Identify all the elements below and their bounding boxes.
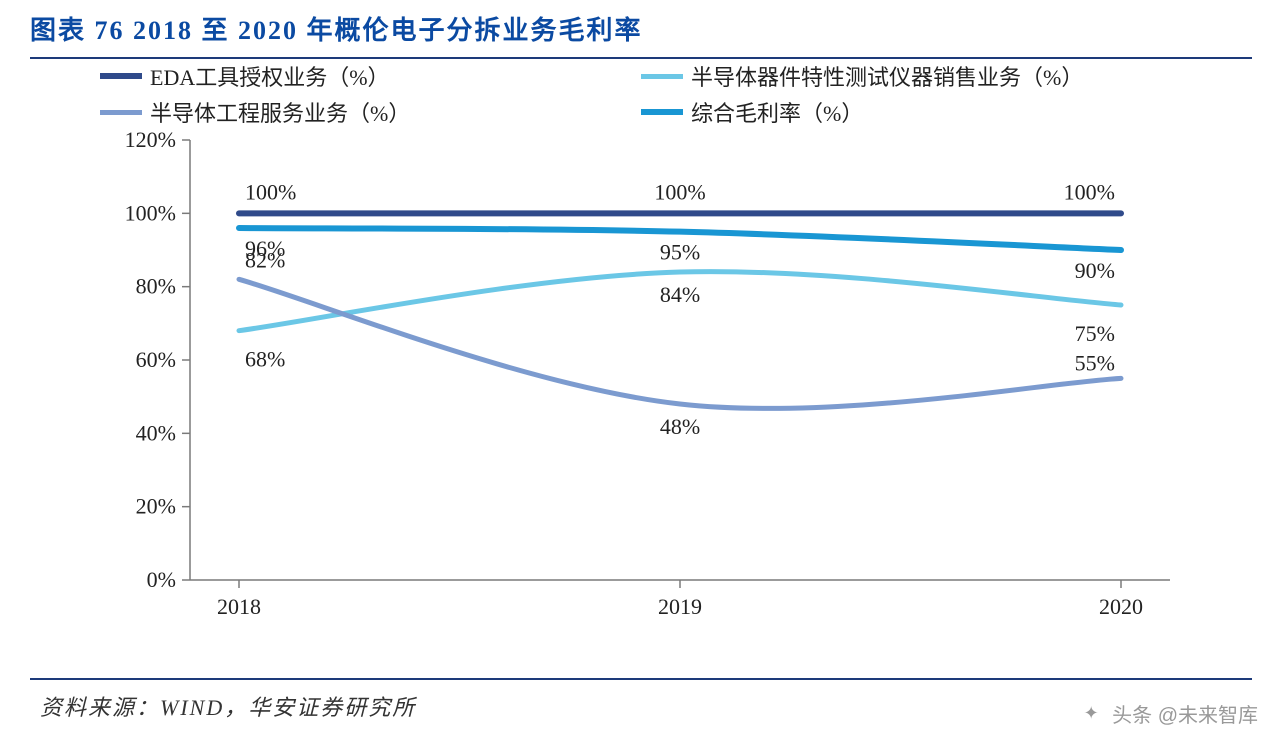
legend-label: 半导体工程服务业务（%） [150, 96, 410, 128]
legend-swatch [641, 109, 683, 115]
data-label: 55% [1075, 350, 1115, 375]
svg-text:40%: 40% [136, 420, 176, 445]
legend-label: 半导体器件特性测试仪器销售业务（%） [691, 60, 1083, 92]
chart-title: 图表 76 2018 至 2020 年概伦电子分拆业务毛利率 [30, 16, 643, 45]
data-label: 68% [245, 347, 285, 372]
data-label: 90% [1075, 258, 1115, 283]
svg-text:2020: 2020 [1099, 594, 1143, 619]
legend-swatch [100, 110, 142, 115]
data-label: 48% [660, 414, 700, 439]
data-label: 100% [654, 179, 705, 204]
legend-item: EDA工具授权业务（%） [100, 60, 641, 92]
svg-text:0%: 0% [147, 567, 176, 592]
svg-text:120%: 120% [125, 130, 176, 152]
legend-item: 半导体工程服务业务（%） [100, 96, 641, 128]
watermark-icon: ✦ [1078, 701, 1104, 727]
chart-container: { "title": { "text": "图表 76 2018 至 2020 … [0, 0, 1282, 746]
legend-label: EDA工具授权业务（%） [150, 60, 390, 92]
svg-text:20%: 20% [136, 494, 176, 519]
legend-item: 半导体器件特性测试仪器销售业务（%） [641, 60, 1182, 92]
svg-text:100%: 100% [125, 200, 176, 225]
data-label: 95% [660, 240, 700, 265]
legend: EDA工具授权业务（%） 半导体器件特性测试仪器销售业务（%） 半导体工程服务业务（… [100, 60, 1182, 128]
data-label: 84% [660, 282, 700, 307]
data-label: 82% [245, 247, 285, 272]
watermark-text: 头条 @未来智库 [1112, 699, 1258, 728]
legend-swatch [641, 74, 683, 79]
svg-text:80%: 80% [136, 274, 176, 299]
title-bar: 图表 76 2018 至 2020 年概伦电子分拆业务毛利率 [30, 10, 1252, 59]
legend-swatch [100, 73, 142, 79]
legend-item: 综合毛利率（%） [641, 96, 1182, 128]
watermark: ✦ 头条 @未来智库 [1078, 699, 1258, 728]
data-label: 75% [1075, 321, 1115, 346]
line-chart-svg: 0% 20% 40% 60% 80% 100% 120% 2018 2019 2020 100% 10… [110, 130, 1210, 630]
svg-text:2019: 2019 [658, 594, 702, 619]
svg-text:2018: 2018 [217, 594, 261, 619]
source-text: 资料来源：WIND，华安证券研究所 [40, 690, 416, 722]
source-rule [30, 678, 1252, 680]
data-label: 100% [1064, 179, 1115, 204]
plot-area: 0% 20% 40% 60% 80% 100% 120% 2018 2019 2020 100% 10… [110, 130, 1210, 630]
legend-label: 综合毛利率（%） [691, 96, 863, 128]
data-label: 100% [245, 179, 296, 204]
svg-text:60%: 60% [136, 347, 176, 372]
